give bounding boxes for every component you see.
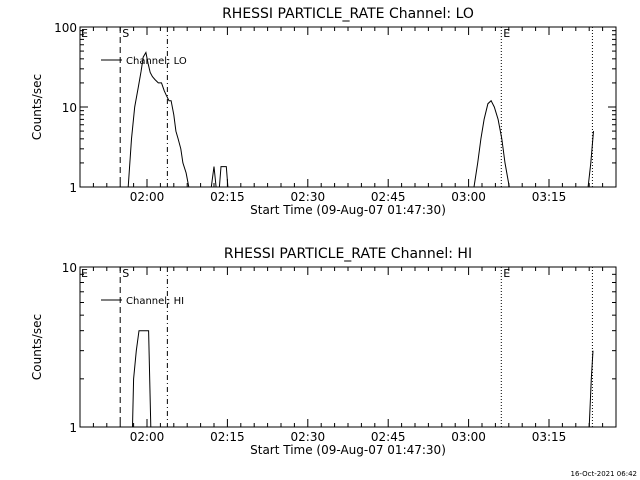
panel-hi: RHESSI PARTICLE_RATE Channel: HI 02:00 02:… (30, 246, 617, 457)
marker-label: S (122, 267, 129, 280)
corner-label: E (81, 267, 88, 280)
x-tick-label: 02:00 (130, 190, 165, 204)
plot-frame (79, 26, 617, 188)
marker-label: S (122, 27, 129, 40)
series-line (588, 350, 594, 428)
x-tick-label: 02:30 (291, 430, 326, 444)
series-line (127, 51, 190, 188)
y-axis-label: Counts/sec (30, 314, 44, 380)
x-axis-label: Start Time (09-Aug-07 01:47:30) (250, 203, 446, 217)
y-tick-label: 10 (62, 101, 77, 115)
chart-title: RHESSI PARTICLE_RATE Channel: HI (224, 246, 472, 262)
corner-label: E (81, 27, 88, 40)
legend-label: Channel: HI (126, 296, 184, 307)
x-tick-label: 02:45 (371, 190, 406, 204)
legend-label: Channel: LO (126, 56, 187, 67)
panel-lo: RHESSI PARTICLE_RATE Channel: LO 02:00 02:… (30, 6, 617, 217)
series-line (473, 99, 510, 188)
series-line (587, 131, 594, 188)
x-tick-label: 02:15 (210, 190, 245, 204)
series-line (210, 166, 217, 188)
series-line (132, 330, 152, 428)
x-axis-label: Start Time (09-Aug-07 01:47:30) (250, 443, 446, 457)
x-tick-label: 02:00 (130, 430, 165, 444)
y-tick-label: 100 (54, 21, 77, 35)
y-axis-label: Counts/sec (30, 74, 44, 140)
x-tick-label: 02:15 (210, 430, 245, 444)
x-tick-label: 03:15 (532, 190, 567, 204)
y-tick-label: 1 (69, 421, 77, 435)
x-tick-label: 02:30 (291, 190, 326, 204)
series-line (218, 166, 229, 188)
y-tick-label: 1 (69, 181, 77, 195)
x-tick-label: 03:00 (451, 430, 486, 444)
marker-label: E (503, 267, 510, 280)
plot-frame (79, 266, 617, 428)
x-tick-label: 02:45 (371, 430, 406, 444)
footer-timestamp: 16-Oct-2021 06:42 (571, 470, 637, 478)
x-tick-label: 03:15 (532, 430, 567, 444)
chart-title: RHESSI PARTICLE_RATE Channel: LO (222, 6, 474, 22)
marker-label: E (503, 27, 510, 40)
y-tick-label: 10 (62, 261, 77, 275)
x-tick-label: 03:00 (451, 190, 486, 204)
